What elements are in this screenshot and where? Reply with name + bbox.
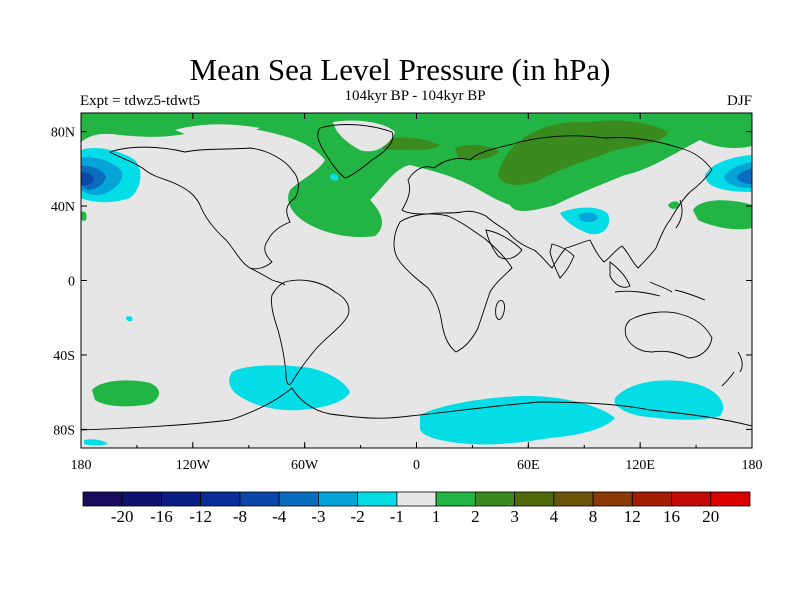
colorbar-swatch bbox=[592, 491, 633, 507]
coast-indonesia bbox=[614, 281, 706, 301]
se-pacific-negative-anomaly bbox=[229, 365, 350, 411]
y-tick-label: 40S bbox=[53, 349, 75, 364]
colorbar-swatch bbox=[631, 491, 672, 507]
colorbar-swatch bbox=[161, 491, 202, 507]
x-axis: 180 120W 60W 0 60E 120E 180 bbox=[71, 113, 763, 473]
nw-pacific-positive-anomaly bbox=[693, 200, 752, 230]
colorbar-label: 3 bbox=[510, 507, 519, 526]
colorbar-swatch bbox=[357, 491, 398, 507]
coast-japan bbox=[675, 199, 683, 229]
colorbar-swatch bbox=[121, 491, 162, 507]
coast-new-zealand bbox=[721, 351, 743, 387]
plot-title: Mean Sea Level Pressure (in hPa) bbox=[189, 52, 611, 87]
colorbar-swatch bbox=[474, 491, 515, 507]
coast-eurasia bbox=[401, 135, 713, 269]
map-plot-area bbox=[81, 113, 752, 448]
siberia-positive-core bbox=[498, 120, 668, 185]
colorbar-label: 20 bbox=[702, 507, 719, 526]
coast-greenland bbox=[317, 124, 394, 179]
coast-south-america bbox=[271, 279, 350, 385]
coast-arabia bbox=[485, 229, 523, 260]
southern-ocean-negative-anomaly bbox=[420, 395, 615, 445]
colorbar-label: 1 bbox=[432, 507, 441, 526]
season-label: DJF bbox=[726, 93, 752, 109]
experiment-label: Expt = tdwz5-tdwt5 bbox=[80, 93, 201, 109]
colorbar-label: 4 bbox=[550, 507, 559, 526]
colorbar-label: 2 bbox=[471, 507, 480, 526]
colorbar-label: -3 bbox=[311, 507, 325, 526]
coast-africa bbox=[393, 213, 513, 353]
coast-india bbox=[549, 243, 575, 279]
coast-central-america bbox=[249, 267, 286, 286]
north-europe-positive-core bbox=[455, 144, 500, 160]
greenland-sea-negative-spot bbox=[330, 173, 339, 181]
colorbar: -20 -16 -12 -8 -4 -3 -2 -1 1 2 3 4 8 12 16 20 bbox=[82, 491, 751, 526]
x-tick-label: 120E bbox=[625, 458, 655, 473]
x-tick-label: 0 bbox=[413, 458, 420, 473]
y-tick-label: 80S bbox=[53, 423, 75, 438]
x-tick-label: 60E bbox=[517, 458, 540, 473]
central-asia-negative-core bbox=[578, 212, 598, 223]
colorbar-swatch bbox=[278, 491, 319, 507]
coast-australia bbox=[624, 311, 713, 359]
colorbar-label: 12 bbox=[624, 507, 641, 526]
colorbar-swatch bbox=[200, 491, 241, 507]
colorbar-label: -12 bbox=[189, 507, 212, 526]
colorbar-swatch bbox=[239, 491, 280, 507]
y-tick-label: 80N bbox=[51, 126, 75, 141]
colorbar-label: -8 bbox=[233, 507, 247, 526]
colorbar-label: 8 bbox=[589, 507, 598, 526]
x-tick-label: 60W bbox=[291, 458, 319, 473]
colorbar-swatch bbox=[514, 491, 555, 507]
y-tick-label: 0 bbox=[68, 275, 75, 290]
colorbar-label: -1 bbox=[390, 507, 404, 526]
arctic-neutral-patch bbox=[175, 124, 260, 137]
colorbar-label: -2 bbox=[351, 507, 365, 526]
colorbar-swatch bbox=[82, 491, 123, 507]
y-tick-label: 40N bbox=[51, 200, 75, 215]
colorbar-swatch bbox=[318, 491, 359, 507]
north-pacific-east-negative-3 bbox=[737, 168, 752, 184]
coast-madagascar bbox=[495, 300, 505, 320]
colorbar-label: -4 bbox=[272, 507, 287, 526]
colorbar-label: -20 bbox=[111, 507, 134, 526]
colorbar-label: 16 bbox=[663, 507, 680, 526]
scandinavia-positive-core bbox=[379, 137, 440, 151]
japan-positive-spot bbox=[668, 201, 680, 209]
tropical-pacific-negative-spot bbox=[126, 316, 133, 322]
y-axis: 80N 40N 0 40S 80S bbox=[51, 126, 752, 438]
x-tick-label: 120W bbox=[176, 458, 211, 473]
colorbar-label: -16 bbox=[150, 507, 173, 526]
plot-subtitle: 104kyr BP - 104kyr BP bbox=[344, 88, 486, 104]
x-tick-label: 180 bbox=[742, 458, 763, 473]
south-pacific-positive-anomaly bbox=[92, 380, 159, 407]
australian-sector-negative-anomaly bbox=[614, 380, 724, 420]
colorbar-swatch bbox=[435, 491, 476, 507]
coastlines bbox=[81, 124, 752, 431]
colorbar-swatch bbox=[710, 491, 751, 507]
hawaii-positive-spot bbox=[81, 211, 87, 221]
x-tick-label: 180 bbox=[71, 458, 92, 473]
coast-se-asia bbox=[609, 261, 631, 288]
coast-north-america bbox=[108, 146, 299, 270]
north-pacific-west-negative-4 bbox=[81, 172, 94, 186]
colorbar-swatch bbox=[396, 491, 437, 507]
colorbar-swatch bbox=[671, 491, 712, 507]
coast-antarctica bbox=[81, 387, 752, 431]
antarctic-negative-spot bbox=[84, 439, 108, 446]
colorbar-swatch bbox=[553, 491, 594, 507]
